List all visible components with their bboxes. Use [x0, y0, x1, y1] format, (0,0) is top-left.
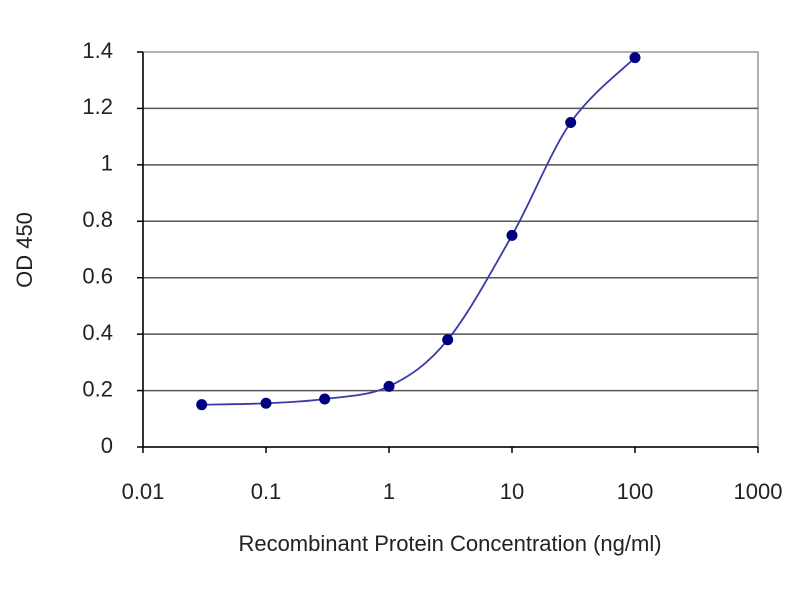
y-tick-label: 0.6 [82, 264, 113, 289]
x-tick-label: 100 [617, 479, 654, 504]
data-point [506, 229, 518, 241]
x-tick-label: 1000 [734, 479, 783, 504]
x-tick-label: 10 [500, 479, 524, 504]
x-tick-label: 0.1 [251, 479, 282, 504]
data-point [196, 399, 208, 411]
data-point [565, 117, 577, 129]
plot-area [142, 51, 759, 448]
y-axis-label: OD 450 [12, 212, 37, 288]
data-point [442, 334, 454, 346]
y-tick-label: 0.8 [82, 207, 113, 232]
data-point [319, 393, 331, 405]
y-tick-label: 1 [101, 151, 113, 176]
y-tick-label: 0 [101, 433, 113, 458]
y-tick-label: 1.2 [82, 94, 113, 119]
data-point [383, 380, 395, 392]
y-tick-label: 0.4 [82, 320, 113, 345]
y-tick-label: 1.4 [82, 38, 113, 63]
x-tick-label: 0.01 [122, 479, 165, 504]
x-axis-label: Recombinant Protein Concentration (ng/ml… [238, 531, 661, 556]
data-point [260, 397, 272, 409]
x-tick-label: 1 [383, 479, 395, 504]
y-tick-label: 0.2 [82, 376, 113, 401]
data-point [629, 52, 641, 64]
